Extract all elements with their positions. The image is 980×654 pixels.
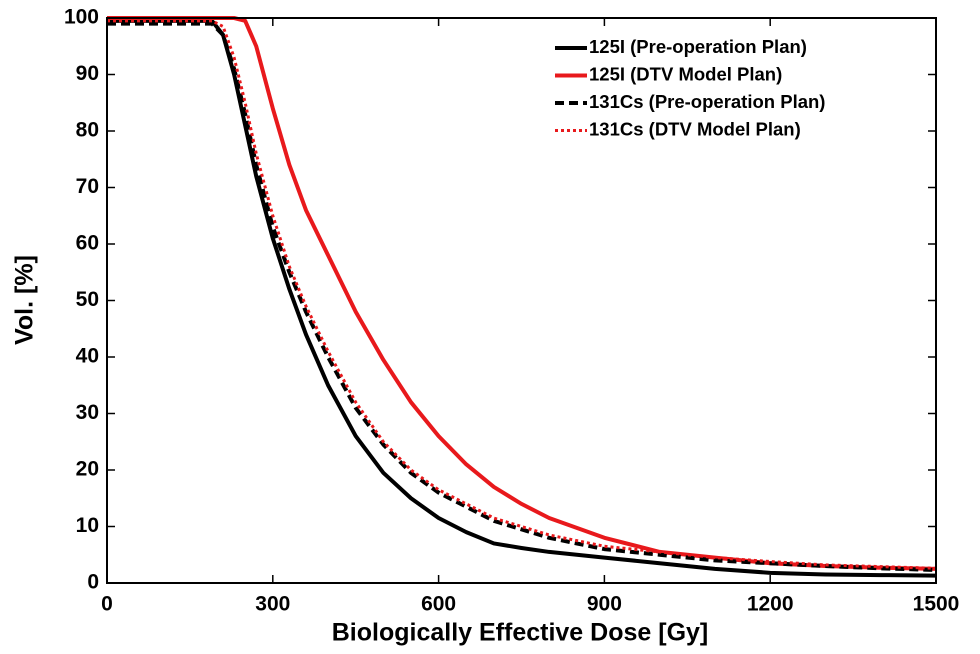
y-tick-label: 90 [76,62,99,85]
x-tick-label: 0 [101,593,113,616]
legend-label: 131Cs (Pre-operation Plan) [589,91,825,112]
y-axis-label: Vol. [%] [11,255,39,345]
x-tick-label: 600 [421,593,456,616]
y-tick-label: 20 [76,458,99,481]
x-tick-label: 1200 [747,593,794,616]
data-line [107,21,937,573]
x-tick-label: 300 [255,593,290,616]
x-tick-label: 900 [587,593,622,616]
y-tick-label: 70 [76,175,99,198]
data-line [107,19,937,570]
legend-label: 125I (DTV Model Plan) [589,63,782,84]
legend-label: 131Cs (DTV Model Plan) [589,118,801,139]
y-tick-label: 100 [64,6,99,29]
legend-label: 125I (Pre-operation Plan) [589,36,807,57]
y-tick-label: 30 [76,401,99,424]
x-tick-label: 1500 [913,593,960,616]
y-tick-label: 80 [76,119,99,142]
y-tick-label: 40 [76,345,99,368]
y-tick-label: 10 [76,514,99,537]
y-tick-label: 60 [76,232,99,255]
x-axis-label: Biologically Effective Dose [Gy] [332,619,709,647]
y-tick-label: 0 [87,571,99,594]
plot-frame [106,17,937,584]
data-line [107,18,937,578]
y-tick-label: 50 [76,288,99,311]
